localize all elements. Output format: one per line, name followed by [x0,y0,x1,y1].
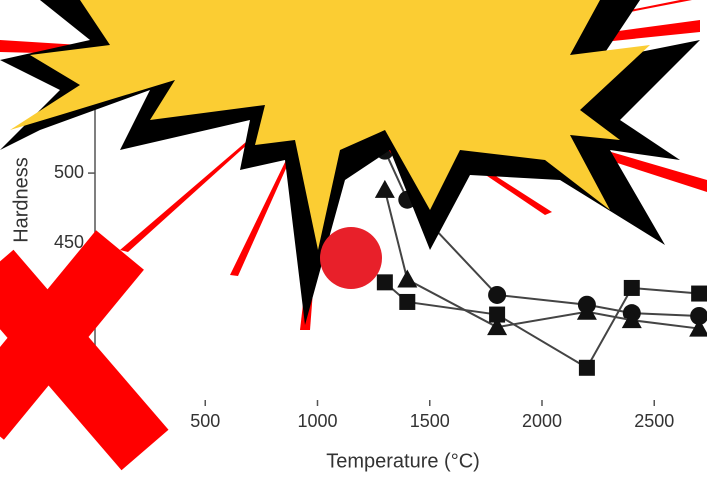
series-line [385,282,699,367]
point [375,180,395,198]
point [399,294,415,310]
point [488,286,506,304]
y-tick-label: 450 [54,232,84,252]
y-axis-label: Hardness [10,157,32,243]
chart: 450 500 500 1000 1500 2000 2500 Temperature (°… [0,0,707,478]
x-tick-label: 2500 [634,411,674,431]
overlay [0,0,707,450]
point [489,307,505,323]
point [691,286,707,302]
x-axis-label: Temperature (°C) [326,450,480,472]
point [579,360,595,376]
x-tick-label: 1500 [410,411,450,431]
x-tick-label: 2000 [522,411,562,431]
point [377,274,393,290]
red-circle [320,227,382,289]
x-tick-label: 500 [190,411,220,431]
y-tick-label: 500 [54,162,84,182]
point [624,280,640,296]
point [397,270,417,288]
x-tick-label: 1000 [297,411,337,431]
